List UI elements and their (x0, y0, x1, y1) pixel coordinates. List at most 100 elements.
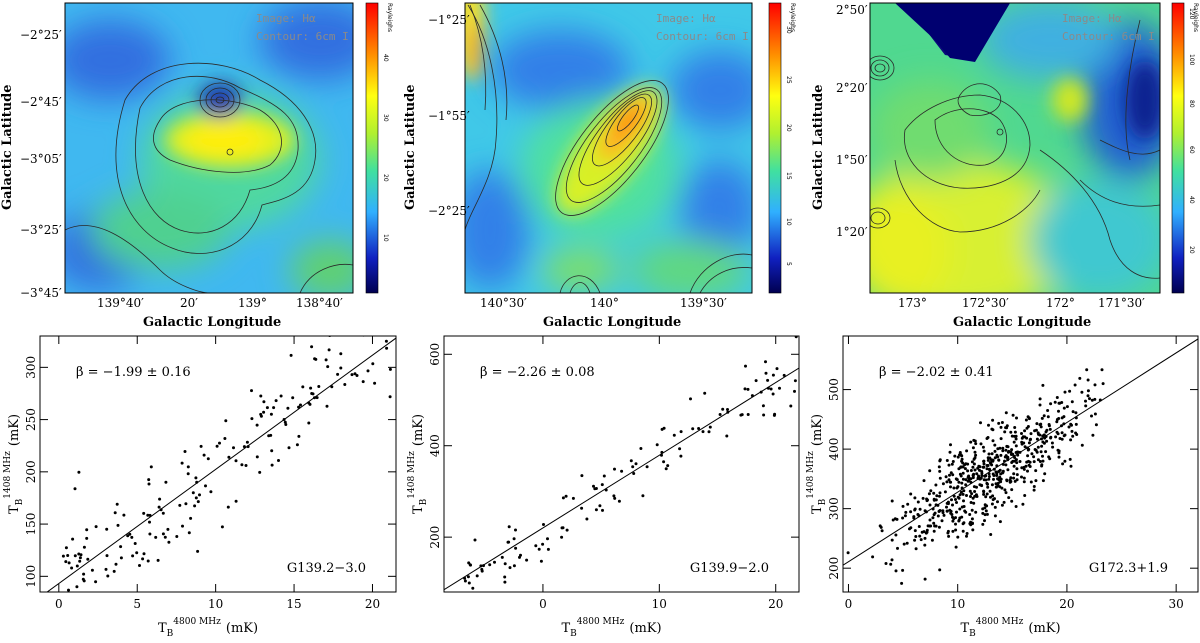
data-point (1084, 404, 1088, 408)
data-point (1086, 389, 1090, 393)
data-point (789, 404, 793, 408)
data-point (924, 531, 928, 535)
data-point (250, 389, 253, 393)
data-point (209, 490, 213, 494)
data-point (508, 566, 512, 570)
data-point (167, 540, 171, 544)
map3-ylabel: Galactic Latitude (811, 84, 826, 210)
data-point (932, 521, 936, 525)
data-point (220, 525, 224, 529)
data-point (968, 489, 972, 493)
data-point (73, 593, 76, 596)
colorbar-tick-2c: 20 (785, 124, 792, 132)
data-point (148, 532, 152, 536)
data-point (890, 558, 894, 562)
data-point (600, 483, 604, 487)
data-point (928, 469, 932, 473)
data-point (286, 406, 290, 410)
x-axis-label: TB4800 MHz (mK) (562, 617, 662, 639)
y-tick-label: 300 (827, 497, 841, 520)
data-point (930, 538, 934, 542)
data-point (1068, 457, 1072, 461)
data-point (956, 455, 960, 459)
data-point (1041, 383, 1045, 387)
data-point (932, 513, 936, 517)
data-point (793, 389, 796, 393)
map3-ytick-b: 2°20′ (836, 81, 868, 95)
data-point (189, 516, 193, 520)
data-point (952, 494, 956, 498)
data-point (1056, 432, 1060, 436)
data-point (990, 463, 994, 467)
data-point (746, 413, 750, 416)
data-point (960, 481, 964, 485)
data-point (617, 499, 621, 503)
data-point (938, 476, 942, 480)
data-point (961, 492, 965, 496)
data-point (339, 352, 343, 356)
data-point (937, 465, 941, 469)
data-point (366, 369, 370, 373)
data-point (968, 513, 972, 516)
data-point (909, 526, 913, 530)
data-point (764, 371, 768, 375)
data-point (947, 478, 951, 482)
data-point (1061, 462, 1065, 466)
data-point (921, 496, 925, 500)
data-point (620, 469, 624, 473)
data-point (987, 475, 991, 478)
y-axis-label: TB1408 MHz (mK) (3, 414, 25, 514)
data-point (1038, 397, 1042, 401)
data-point (1094, 423, 1098, 427)
data-point (979, 421, 982, 425)
data-point (982, 449, 986, 453)
data-point (912, 515, 916, 519)
data-point (984, 509, 988, 513)
data-point (1013, 430, 1017, 434)
data-point (645, 465, 649, 469)
data-point (775, 367, 779, 371)
data-point (969, 495, 972, 498)
data-point (1038, 460, 1042, 463)
data-point (997, 458, 1001, 462)
data-point (279, 394, 283, 398)
plot-frame (39, 335, 397, 593)
data-point (64, 546, 68, 550)
colorbar-tick-2e: 10 (785, 218, 792, 226)
data-point (1011, 452, 1015, 456)
data-point (1039, 422, 1043, 426)
data-point (1032, 460, 1036, 464)
map1-xtick-c: 139° (238, 296, 267, 310)
data-point (1030, 452, 1034, 456)
data-point (90, 568, 94, 572)
data-point (493, 560, 496, 564)
data-point (274, 399, 278, 403)
data-point (1074, 422, 1078, 426)
data-point (82, 545, 86, 549)
data-point (1012, 440, 1016, 444)
data-point (971, 476, 975, 480)
data-point (1032, 455, 1036, 459)
data-point (794, 336, 798, 339)
fit-line (46, 337, 396, 592)
colorbar-unit-3: Rayleighs (1192, 3, 1199, 32)
data-point (1010, 448, 1014, 452)
data-point (998, 485, 1002, 489)
data-point (1085, 368, 1089, 372)
data-point (985, 481, 989, 485)
data-point (913, 538, 917, 542)
data-point (906, 502, 910, 506)
data-point (965, 494, 968, 497)
data-point (718, 413, 722, 416)
data-point (324, 358, 328, 362)
data-point (1026, 454, 1030, 458)
data-point (754, 379, 758, 383)
data-point (974, 442, 978, 446)
data-point (371, 362, 375, 366)
data-point (1020, 442, 1024, 446)
data-point (1060, 401, 1064, 404)
data-point (909, 510, 913, 514)
data-point (928, 518, 932, 522)
data-point (339, 366, 343, 370)
data-point (938, 491, 942, 495)
